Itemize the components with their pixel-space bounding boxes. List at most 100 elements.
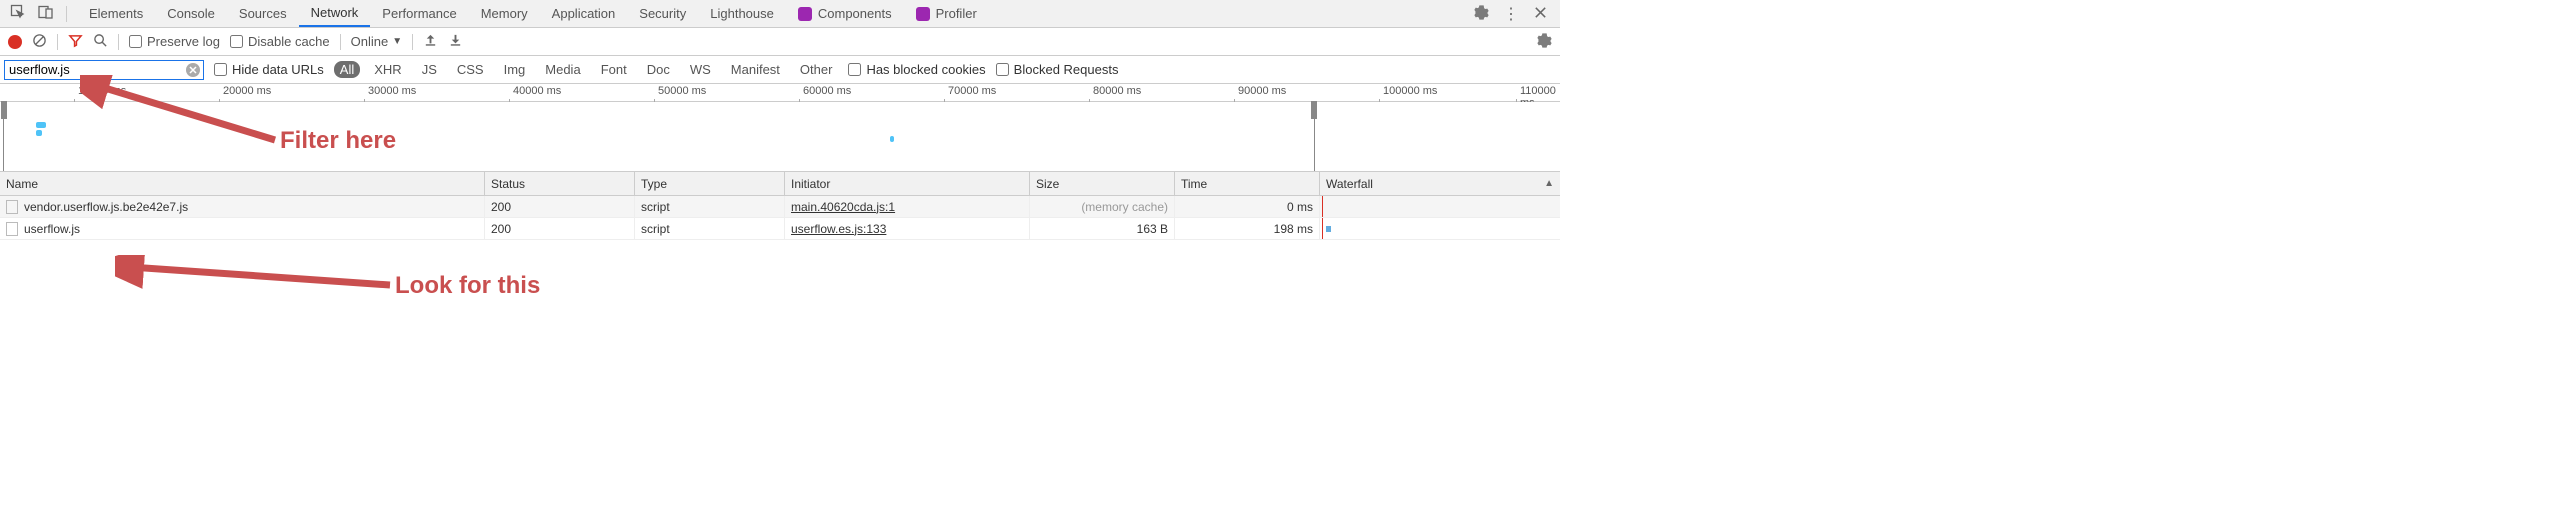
tab-elements[interactable]: Elements [77,0,155,27]
cell-size: 163 B [1030,218,1175,239]
cell-size: (memory cache) [1030,196,1175,217]
table-row[interactable]: vendor.userflow.js.be2e42e7.js200scriptm… [0,196,1560,218]
initiator-link[interactable]: main.40620cda.js:1 [791,200,895,214]
close-icon[interactable] [1533,5,1548,23]
tab-performance[interactable]: Performance [370,0,468,27]
divider [118,34,119,50]
tab-sources[interactable]: Sources [227,0,299,27]
file-icon [6,222,18,236]
record-icon[interactable] [8,35,22,49]
sort-icon: ▲ [1544,178,1554,189]
preserve-log-label: Preserve log [147,34,220,49]
col-time[interactable]: Time [1175,172,1320,195]
tab-memory[interactable]: Memory [469,0,540,27]
initiator-link[interactable]: userflow.es.js:133 [791,222,886,236]
search-icon[interactable] [93,33,108,51]
timeline-tick: 20000 ms [223,85,271,97]
device-icon[interactable] [38,4,54,23]
gear-icon[interactable] [1537,33,1552,51]
network-toolbar: Preserve log Disable cache Online ▼ [0,28,1560,56]
filter-input-wrap [4,60,204,80]
type-filter-all[interactable]: All [334,61,360,78]
timeline-tick: 80000 ms [1093,85,1141,97]
tabs: ElementsConsoleSourcesNetworkPerformance… [77,0,989,27]
type-filter-ws[interactable]: WS [684,61,717,78]
cell-status: 200 [485,196,635,217]
extension-icon [798,7,812,21]
type-filter-manifest[interactable]: Manifest [725,61,786,78]
chevron-down-icon: ▼ [392,36,402,47]
gear-icon[interactable] [1474,5,1489,23]
cell-time: 198 ms [1175,218,1320,239]
cell-initiator: userflow.es.js:133 [785,218,1030,239]
has-blocked-checkbox[interactable]: Has blocked cookies [848,62,985,77]
tab-console[interactable]: Console [155,0,227,27]
col-size[interactable]: Size [1030,172,1175,195]
timeline-tick: 50000 ms [658,85,706,97]
type-filter-media[interactable]: Media [539,61,586,78]
timeline-ruler[interactable]: 10000 ms 20000 ms 30000 ms 40000 ms 50000 ms… [0,84,1560,102]
waterfall-marker [1322,196,1323,217]
col-name[interactable]: Name [0,172,485,195]
disable-cache-checkbox[interactable]: Disable cache [230,34,330,49]
type-filter-css[interactable]: CSS [451,61,490,78]
tab-application[interactable]: Application [540,0,628,27]
col-type[interactable]: Type [635,172,785,195]
network-table-body: vendor.userflow.js.be2e42e7.js200scriptm… [0,196,1560,240]
tab-network[interactable]: Network [299,0,371,27]
picker-group [0,4,77,23]
inspect-icon[interactable] [10,4,26,23]
timeline-tick: 30000 ms [368,85,416,97]
col-initiator[interactable]: Initiator [785,172,1030,195]
annotation-look: Look for this [395,272,540,300]
filter-input[interactable] [4,60,204,80]
table-row[interactable]: userflow.js200scriptuserflow.es.js:13316… [0,218,1560,240]
filter-bar: Hide data URLs All XHR JS CSS Img Media Font Do… [0,56,1560,84]
timeline-tick: 10000 ms [78,85,126,97]
type-filter-other[interactable]: Other [794,61,839,78]
throttling-select[interactable]: Online ▼ [351,34,402,49]
timeline-tick: 70000 ms [948,85,996,97]
preserve-log-checkbox[interactable]: Preserve log [129,34,220,49]
cell-waterfall [1320,218,1560,239]
blocked-requests-label: Blocked Requests [1014,62,1119,77]
type-filter-img[interactable]: Img [498,61,532,78]
download-icon[interactable] [448,33,463,51]
type-filter-js[interactable]: JS [416,61,443,78]
clear-icon[interactable] [32,33,47,51]
timeline-selection[interactable] [3,102,1315,171]
tab-profiler[interactable]: Profiler [904,0,989,27]
col-status[interactable]: Status [485,172,635,195]
divider [57,34,58,50]
cell-initiator: main.40620cda.js:1 [785,196,1030,217]
kebab-icon[interactable]: ⋮ [1503,4,1519,24]
blocked-requests-checkbox[interactable]: Blocked Requests [996,62,1119,77]
cell-status: 200 [485,218,635,239]
timeline-tick: 40000 ms [513,85,561,97]
tab-lighthouse[interactable]: Lighthouse [698,0,786,27]
type-filter-doc[interactable]: Doc [641,61,676,78]
tab-components[interactable]: Components [786,0,904,27]
clear-icon[interactable] [185,62,201,78]
col-waterfall[interactable]: Waterfall▲ [1320,172,1560,195]
selection-handle-left[interactable] [1,101,7,119]
timeline-overview[interactable] [0,102,1560,172]
disable-cache-label: Disable cache [248,34,330,49]
divider [66,6,67,22]
type-filters: All XHR JS CSS Img Media Font Doc WS Manifest Othe… [334,61,839,78]
timeline-tick: 60000 ms [803,85,851,97]
type-filter-xhr[interactable]: XHR [368,61,407,78]
overview-mark [890,136,894,142]
waterfall-bar [1326,226,1331,232]
upload-icon[interactable] [423,33,438,51]
filter-icon[interactable] [68,33,83,51]
extension-icon [916,7,930,21]
tab-security[interactable]: Security [627,0,698,27]
cell-time: 0 ms [1175,196,1320,217]
selection-handle-right[interactable] [1311,101,1317,119]
cell-name: vendor.userflow.js.be2e42e7.js [0,196,485,217]
hide-data-urls-checkbox[interactable]: Hide data URLs [214,62,324,77]
annotation-arrow-2 [115,255,395,300]
timeline-tick: 90000 ms [1238,85,1286,97]
type-filter-font[interactable]: Font [595,61,633,78]
